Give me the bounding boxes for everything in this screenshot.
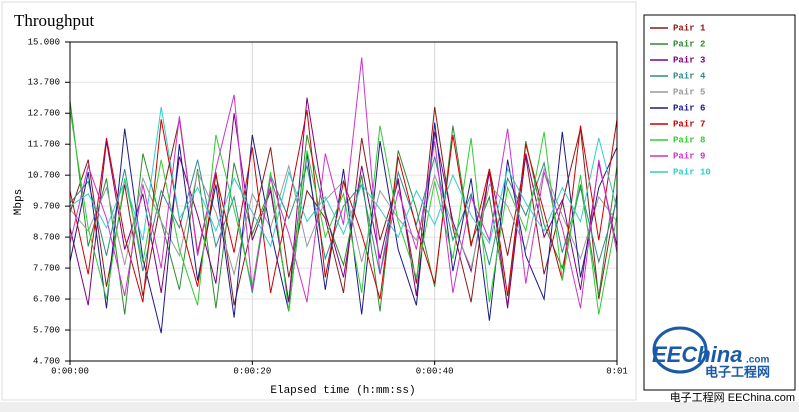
y-tick-label: 13.700 (28, 78, 60, 88)
y-tick-label: 7.700 (33, 263, 60, 273)
legend-label: Pair 2 (673, 39, 705, 49)
y-tick-label: 11.700 (28, 140, 60, 150)
series-line (69, 110, 618, 303)
logo-text: EEChina (652, 342, 742, 367)
x-tick-label: 0:00:00 (51, 366, 89, 376)
series-line (69, 57, 618, 309)
chart-title: Throughput (14, 11, 95, 30)
footer-bar (0, 402, 799, 412)
logo-sub: 电子工程网 (705, 364, 770, 379)
x-tick-label: 0:01 (606, 366, 628, 376)
y-tick-label: 15.000 (28, 37, 60, 47)
series-line (69, 97, 618, 309)
chart-frame (1, 1, 637, 401)
watermark: EEChina .com 电子工程网 (652, 326, 770, 379)
legend-label: Pair 5 (673, 87, 705, 97)
legend-box (643, 14, 796, 391)
plot-area (69, 41, 618, 362)
y-tick-label: 6.700 (33, 294, 60, 304)
legend-label: Pair 6 (673, 103, 705, 113)
footer-text: 电子工程网 EEChina.com (670, 391, 795, 404)
legend-label: Pair 7 (673, 119, 705, 129)
y-tick-label: 9.700 (33, 202, 60, 212)
series-line (69, 110, 618, 315)
y-tick-label: 5.700 (33, 325, 60, 335)
legend-label: Pair 3 (673, 55, 705, 65)
x-axis-label: Elapsed time (h:mm:ss) (270, 385, 415, 397)
y-tick-label: 12.700 (28, 109, 60, 119)
legend-label: Pair 4 (673, 71, 706, 81)
y-tick-label: 8.700 (33, 232, 60, 242)
series-line (69, 106, 618, 248)
series-line (69, 156, 618, 293)
x-tick-label: 0:00:40 (416, 366, 454, 376)
x-tick-label: 0:00:20 (233, 366, 271, 376)
y-axis-label: Mbps (13, 189, 25, 215)
legend-label: Pair 1 (673, 23, 706, 33)
plot-border (69, 41, 618, 362)
logo-domain: .com (746, 355, 769, 366)
y-tick-label: 4.700 (33, 356, 60, 366)
legend-label: Pair 9 (673, 151, 705, 161)
legend-label: Pair 8 (673, 135, 705, 145)
series-line (69, 122, 618, 334)
legend-label: Pair 10 (673, 167, 711, 177)
logo-ring (652, 326, 708, 374)
y-tick-label: 10.700 (28, 171, 60, 181)
